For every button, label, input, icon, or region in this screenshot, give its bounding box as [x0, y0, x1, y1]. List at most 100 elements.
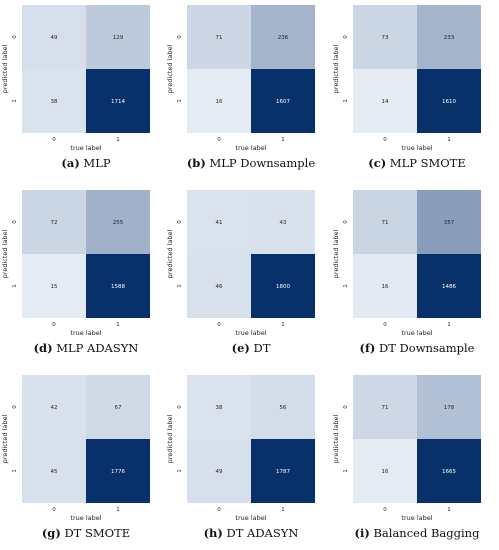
heatmap-cell	[353, 69, 417, 133]
panel-caption: (e) DT	[168, 341, 334, 355]
cell-value: 49	[216, 469, 223, 475]
heatmap-cell	[251, 254, 315, 318]
cell-value: 1486	[442, 284, 456, 290]
cell-value: 41	[216, 220, 223, 226]
heatmap-cell	[251, 190, 315, 254]
heatmap-cell	[417, 69, 481, 133]
y-tick-label: 0	[12, 220, 18, 224]
heatmap-cell	[86, 69, 150, 133]
cell-value: 16	[382, 469, 389, 475]
x-tick-label: 0	[383, 507, 387, 513]
caption-letter: (f)	[359, 341, 376, 355]
y-tick-label: 0	[177, 35, 183, 39]
y-axis-label: predicted label	[1, 44, 9, 93]
x-axis-label: true label	[401, 144, 432, 152]
heatmap-panel: 41 43 46 1800 0 1 0 1 true label predicted label	[166, 190, 315, 337]
y-tick-label: 1	[343, 99, 349, 103]
cell-value: 16	[216, 99, 223, 105]
heatmap-cell	[86, 5, 150, 69]
y-axis-label: predicted label	[166, 229, 174, 278]
cell-value: 236	[278, 35, 289, 41]
heatmap-panel: 49 129 38 1714 0 1 0 1 true label predicted label	[1, 5, 150, 152]
x-tick-label: 1	[281, 322, 285, 328]
y-tick-label: 1	[12, 99, 18, 103]
cell-value: 42	[51, 405, 58, 411]
heatmap-cell	[22, 190, 86, 254]
caption-title: MLP	[83, 156, 111, 170]
y-tick-label: 1	[343, 469, 349, 473]
heatmap-panel: 42 67 45 1776 0 1 0 1 true label predicted label	[1, 375, 150, 522]
caption-title: MLP Downsample	[209, 156, 316, 170]
caption-title: DT ADASYN	[226, 526, 299, 540]
heatmap-cell	[251, 439, 315, 503]
cell-value: 38	[51, 99, 58, 105]
cell-value: 1800	[276, 284, 290, 290]
x-axis-label: true label	[70, 514, 101, 522]
cell-value: 1610	[442, 99, 456, 105]
heatmap-cell	[353, 5, 417, 69]
cell-value: 71	[382, 405, 389, 411]
x-tick-label: 0	[217, 322, 221, 328]
y-axis-label: predicted label	[166, 44, 174, 93]
heatmap-panel: 73 233 14 1610 0 1 0 1 true label predicted label	[332, 5, 481, 152]
y-tick-label: 0	[177, 405, 183, 409]
cell-value: 49	[51, 35, 58, 41]
x-tick-label: 0	[217, 507, 221, 513]
heatmap-cell	[22, 69, 86, 133]
cell-value: 46	[216, 284, 223, 290]
cell-value: 38	[216, 405, 223, 411]
cell-value: 1787	[276, 469, 290, 475]
heatmap-cell	[86, 375, 150, 439]
x-tick-label: 1	[281, 137, 285, 143]
panel-caption: (h) DT ADASYN	[168, 526, 334, 540]
caption-letter: (g)	[41, 526, 61, 540]
caption-letter: (d)	[33, 341, 53, 355]
y-axis-label: predicted label	[1, 414, 9, 463]
cell-value: 43	[280, 220, 287, 226]
y-tick-label: 1	[177, 469, 183, 473]
heatmap-cell	[22, 254, 86, 318]
heatmap-cell	[251, 5, 315, 69]
cell-value: 67	[115, 405, 122, 411]
x-axis-label: true label	[401, 329, 432, 337]
x-tick-label: 1	[447, 507, 451, 513]
heatmap-cell	[187, 439, 251, 503]
caption-letter: (c)	[368, 156, 387, 170]
y-axis-label: predicted label	[332, 44, 340, 93]
x-tick-label: 0	[52, 137, 56, 143]
caption-title: MLP ADASYN	[56, 341, 139, 355]
y-tick-label: 0	[12, 405, 18, 409]
heatmap-cell	[251, 69, 315, 133]
heatmap-panel: 38 56 49 1787 0 1 0 1 true label predicted label	[166, 375, 315, 522]
y-axis-label: predicted label	[166, 414, 174, 463]
heatmap-cell	[86, 190, 150, 254]
caption-letter: (i)	[354, 526, 370, 540]
heatmap-cell	[187, 69, 251, 133]
cell-value: 14	[382, 99, 389, 105]
heatmap-panel: 71 178 16 1665 0 1 0 1 true label predicted label	[332, 375, 481, 522]
cell-value: 71	[382, 220, 389, 226]
heatmap-cell	[353, 439, 417, 503]
heatmap-cell	[417, 375, 481, 439]
y-tick-label: 1	[12, 469, 18, 473]
x-axis-label: true label	[235, 329, 266, 337]
cell-value: 255	[113, 220, 124, 226]
cell-value: 1588	[111, 284, 125, 290]
y-tick-label: 1	[177, 99, 183, 103]
heatmap-cell	[353, 190, 417, 254]
caption-letter: (b)	[186, 156, 206, 170]
panel-caption: (b) MLP Downsample	[168, 156, 334, 170]
x-axis-label: true label	[235, 514, 266, 522]
cell-value: 357	[444, 220, 455, 226]
y-tick-label: 0	[343, 35, 349, 39]
y-axis-label: predicted label	[332, 229, 340, 278]
cell-value: 129	[113, 35, 124, 41]
panel-caption: (g) DT SMOTE	[3, 526, 169, 540]
caption-title: DT SMOTE	[64, 526, 131, 540]
panel-caption: (f) DT Downsample	[334, 341, 499, 355]
cell-value: 73	[382, 35, 389, 41]
x-tick-label: 0	[52, 322, 56, 328]
caption-title: DT	[253, 341, 271, 355]
caption-letter: (h)	[203, 526, 223, 540]
